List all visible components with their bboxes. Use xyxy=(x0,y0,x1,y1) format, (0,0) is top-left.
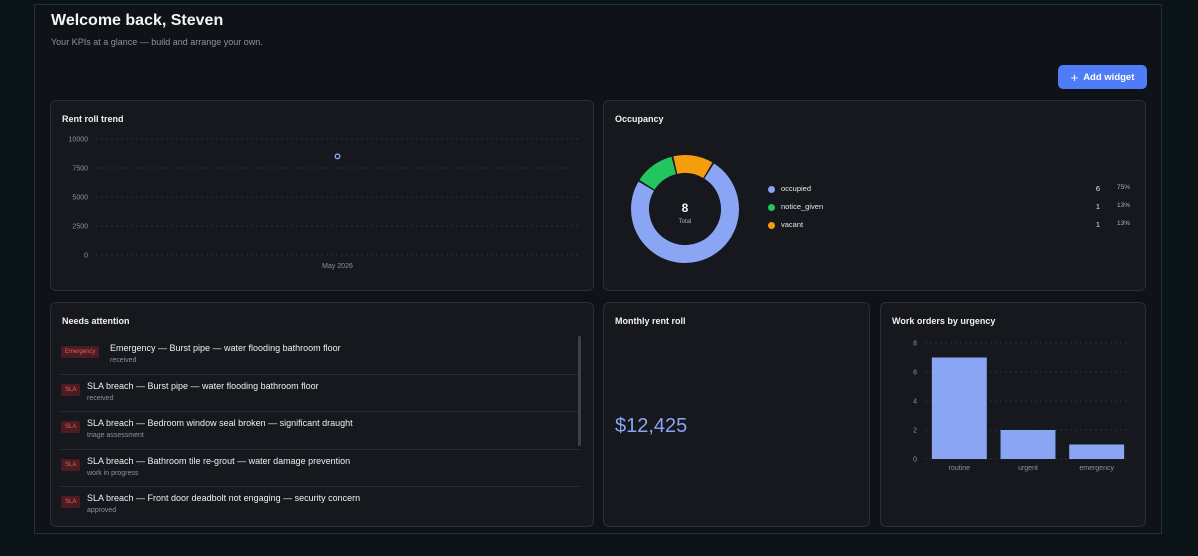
add-widget-label: Add widget xyxy=(1083,71,1135,83)
y-tick-label: 6 xyxy=(913,370,917,377)
emergency-badge: Emergency xyxy=(61,346,100,358)
sla-badge: SLA xyxy=(61,496,81,508)
legend-dot xyxy=(768,222,775,229)
attention-item-status: triage assessment xyxy=(87,432,144,439)
monthly-rent-roll-card[interactable]: Monthly rent roll $12,425 xyxy=(603,302,870,527)
monthly-rent-roll-value: $12,425 xyxy=(615,415,688,437)
legend-dot xyxy=(768,204,775,211)
attention-item[interactable]: SLA SLA breach — Bathroom tile re-grout … xyxy=(60,450,580,487)
data-point[interactable] xyxy=(334,153,341,160)
y-tick-label: 8 xyxy=(913,341,917,348)
plus-icon: + xyxy=(1070,69,1079,85)
legend-count: 1 xyxy=(1095,202,1100,211)
page-subtitle: Your KPIs at a glance — build and arrang… xyxy=(51,37,263,47)
legend-dot xyxy=(768,186,775,193)
card-title: Needs attention xyxy=(62,316,130,326)
sla-badge: SLA xyxy=(61,383,81,396)
y-tick-label: 7500 xyxy=(72,166,88,173)
attention-item-title: SLA breach — Burst pipe — water flooding… xyxy=(87,380,319,391)
legend-item-notice-given: notice_given 1 13% xyxy=(768,201,1130,215)
y-tick-label: 10000 xyxy=(69,137,89,144)
legend-percent: 13% xyxy=(1116,202,1130,209)
dashboard-frame: Welcome back, Steven Your KPIs at a glan… xyxy=(34,4,1162,534)
card-title: Rent roll trend xyxy=(62,114,124,124)
y-tick-label: 0 xyxy=(913,457,917,464)
add-widget-button[interactable]: + Add widget xyxy=(1058,65,1147,89)
rent-roll-trend-chart: 10000 7500 5000 2500 0 May 2026 xyxy=(69,137,579,270)
attention-item-status: work in progress xyxy=(87,469,139,477)
attention-item[interactable]: SLA SLA breach — Burst pipe — water floo… xyxy=(60,375,580,412)
x-tick-label: emergency xyxy=(1079,465,1114,472)
y-tick-label: 4 xyxy=(913,399,917,406)
attention-item-title: SLA breach — Front door deadbolt not eng… xyxy=(87,493,361,503)
bar-routine[interactable] xyxy=(931,357,987,460)
attention-item-title: SLA breach — Bedroom window seal broken … xyxy=(87,418,353,428)
occupancy-card[interactable]: Occupancy 8 Total occupied 6 75% notice_… xyxy=(603,100,1146,291)
needs-attention-card[interactable]: Needs attention Emergency Emergency — Bu… xyxy=(50,302,594,527)
attention-item-status: received xyxy=(110,357,137,364)
x-tick-label: urgent xyxy=(1018,465,1038,472)
legend-label: vacant xyxy=(781,220,804,229)
attention-item-title: Emergency — Burst pipe — water flooding … xyxy=(110,343,341,353)
legend-label: notice_given xyxy=(781,202,824,211)
attention-item[interactable]: Emergency Emergency — Burst pipe — water… xyxy=(60,337,580,375)
donut-slice-notice-given[interactable] xyxy=(639,156,677,191)
sla-badge: SLA xyxy=(61,458,81,471)
attention-item-status: received xyxy=(87,394,114,402)
attention-item[interactable]: SLA SLA breach — Bedroom window seal bro… xyxy=(60,412,580,450)
legend-percent: 13% xyxy=(1116,220,1130,227)
legend-count: 1 xyxy=(1095,220,1100,229)
y-tick-label: 5000 xyxy=(72,195,88,202)
page-title: Welcome back, Steven xyxy=(51,12,224,29)
x-tick-label: May 2026 xyxy=(322,263,353,270)
legend-item-occupied: occupied 6 75% xyxy=(768,183,1130,197)
legend-item-vacant: vacant 1 13% xyxy=(768,219,1130,233)
card-title: Occupancy xyxy=(615,114,664,124)
y-tick-label: 2 xyxy=(913,428,917,435)
attention-item-status: approved xyxy=(87,507,117,514)
occupancy-donut-chart: 8 Total xyxy=(631,155,739,263)
x-tick-label: routine xyxy=(949,465,971,472)
donut-slice-occupied[interactable] xyxy=(631,163,739,263)
attention-list: Emergency Emergency — Burst pipe — water… xyxy=(60,337,580,524)
attention-item-title: SLA breach — Bathroom tile re-grout — wa… xyxy=(87,455,351,466)
donut-total-value: 8 xyxy=(682,201,689,215)
attention-item[interactable]: SLA SLA breach — Front door deadbolt not… xyxy=(60,487,580,524)
legend-count: 6 xyxy=(1095,184,1100,193)
bar-urgent[interactable] xyxy=(1000,430,1056,459)
y-tick-label: 2500 xyxy=(72,224,88,231)
card-title: Work orders by urgency xyxy=(892,316,996,326)
card-title: Monthly rent roll xyxy=(615,316,686,326)
work-orders-bar-chart: 8 6 4 2 0 routine urgent emergency xyxy=(913,341,1131,472)
work-orders-card[interactable]: Work orders by urgency 8 6 4 2 0 routine urge… xyxy=(880,302,1146,527)
attention-scrollbar[interactable] xyxy=(578,336,581,446)
y-tick-label: 0 xyxy=(84,253,88,260)
donut-slice-vacant[interactable] xyxy=(673,155,713,179)
sla-badge: SLA xyxy=(61,421,81,433)
bar-emergency[interactable] xyxy=(1069,444,1125,460)
legend-label: occupied xyxy=(781,184,812,193)
rent-roll-trend-card[interactable]: Rent roll trend 10000 7500 5000 2500 0 May 2… xyxy=(50,100,594,291)
legend-percent: 75% xyxy=(1116,184,1130,191)
donut-total-label: Total xyxy=(679,219,692,225)
